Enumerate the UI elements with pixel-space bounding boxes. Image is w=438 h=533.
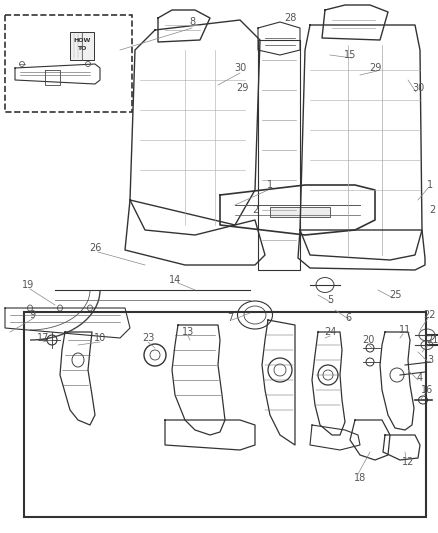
Text: 30: 30 xyxy=(234,63,246,73)
Text: TO: TO xyxy=(78,45,87,51)
Text: 20: 20 xyxy=(362,335,374,345)
Text: 10: 10 xyxy=(94,333,106,343)
Text: 23: 23 xyxy=(142,333,154,343)
Text: 14: 14 xyxy=(169,275,181,285)
Text: 3: 3 xyxy=(427,355,433,365)
Text: 15: 15 xyxy=(344,50,356,60)
Text: 22: 22 xyxy=(424,310,436,320)
Text: 28: 28 xyxy=(284,13,296,23)
Text: 29: 29 xyxy=(236,83,248,93)
Text: 13: 13 xyxy=(182,327,194,337)
Text: 26: 26 xyxy=(89,243,101,253)
Text: 6: 6 xyxy=(345,313,351,323)
Text: HOW: HOW xyxy=(73,37,91,43)
Text: 1: 1 xyxy=(427,180,433,190)
Text: 2: 2 xyxy=(429,205,435,215)
Text: 18: 18 xyxy=(354,473,366,483)
Text: 17: 17 xyxy=(37,333,49,343)
Text: 30: 30 xyxy=(412,83,424,93)
Text: 8: 8 xyxy=(189,17,195,27)
Text: 5: 5 xyxy=(327,295,333,305)
Text: 11: 11 xyxy=(399,325,411,335)
Text: 21: 21 xyxy=(426,335,438,345)
Bar xyxy=(24,312,426,517)
Text: 4: 4 xyxy=(417,373,423,383)
Text: 12: 12 xyxy=(402,457,414,467)
Text: 24: 24 xyxy=(324,327,336,337)
Text: 19: 19 xyxy=(22,280,34,290)
Text: 29: 29 xyxy=(369,63,381,73)
Text: 2: 2 xyxy=(252,205,258,215)
Text: 25: 25 xyxy=(389,290,401,300)
Text: 7: 7 xyxy=(227,313,233,323)
Text: 1: 1 xyxy=(267,180,273,190)
Text: 16: 16 xyxy=(421,385,433,395)
Bar xyxy=(270,207,330,217)
Text: 9: 9 xyxy=(29,310,35,320)
Bar xyxy=(5,15,132,112)
Bar xyxy=(70,32,94,60)
